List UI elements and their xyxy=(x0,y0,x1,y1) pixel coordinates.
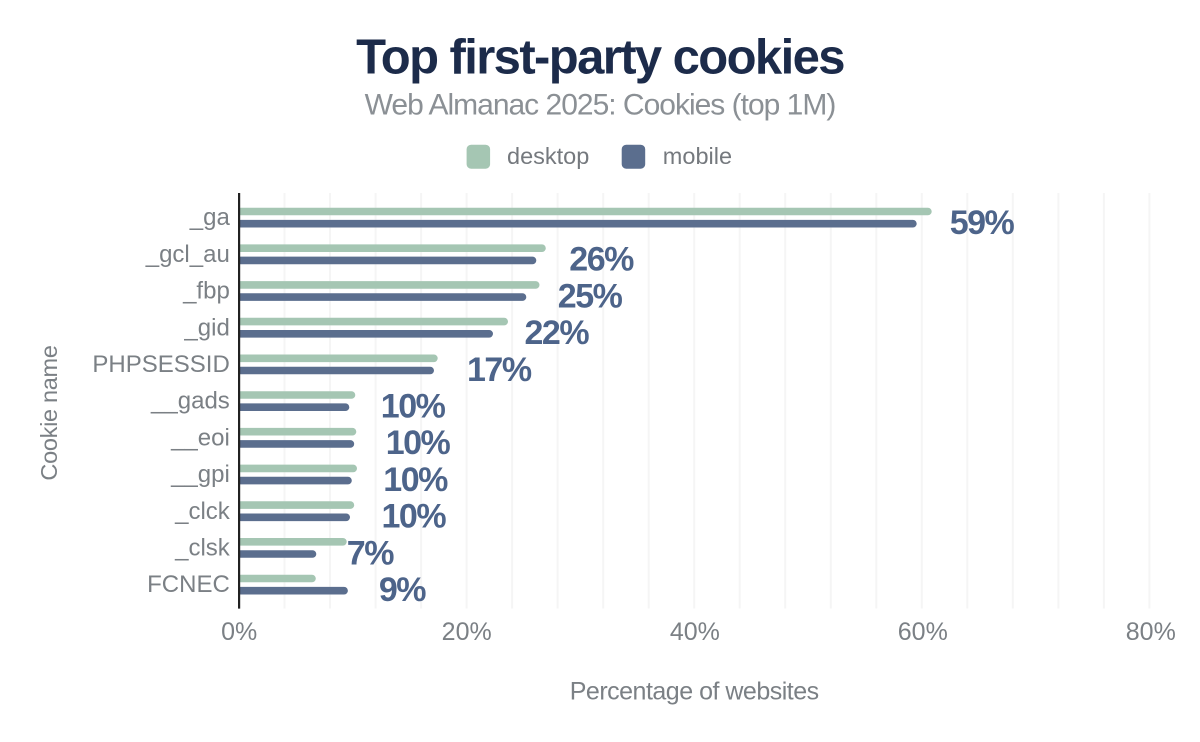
svg-text:10%: 10% xyxy=(381,388,446,426)
svg-text:__gpi: __gpi xyxy=(170,461,230,488)
svg-text:0%: 0% xyxy=(221,618,257,646)
svg-text:_clck: _clck xyxy=(174,498,231,525)
svg-text:Percentage of websites: Percentage of websites xyxy=(570,678,819,706)
svg-text:__eoi: __eoi xyxy=(170,424,230,451)
svg-text:40%: 40% xyxy=(670,618,720,646)
svg-text:25%: 25% xyxy=(558,277,623,315)
svg-text:80%: 80% xyxy=(1126,618,1176,646)
svg-text:10%: 10% xyxy=(383,461,448,499)
svg-text:desktop: desktop xyxy=(507,143,589,169)
svg-text:22%: 22% xyxy=(525,314,590,352)
svg-text:_clsk: _clsk xyxy=(174,535,231,562)
svg-text:Top first-party cookies: Top first-party cookies xyxy=(356,31,844,85)
svg-text:9%: 9% xyxy=(379,571,426,609)
svg-text:20%: 20% xyxy=(442,618,492,646)
svg-text:FCNEC: FCNEC xyxy=(147,571,230,598)
svg-text:PHPSESSID: PHPSESSID xyxy=(92,351,229,378)
svg-text:_gcl_au: _gcl_au xyxy=(145,241,230,268)
svg-text:_fbp: _fbp xyxy=(182,278,230,305)
svg-text:_gid: _gid xyxy=(183,314,229,341)
svg-text:10%: 10% xyxy=(386,424,451,462)
svg-text:10%: 10% xyxy=(382,498,447,536)
svg-text:__gads: __gads xyxy=(150,388,230,415)
svg-text:Web Almanac 2025: Cookies (top: Web Almanac 2025: Cookies (top 1M) xyxy=(365,88,836,121)
svg-text:_ga: _ga xyxy=(189,204,231,231)
svg-text:60%: 60% xyxy=(898,618,948,646)
svg-text:Cookie name: Cookie name xyxy=(36,345,62,480)
svg-text:17%: 17% xyxy=(467,351,532,389)
svg-text:26%: 26% xyxy=(569,241,634,279)
svg-text:mobile: mobile xyxy=(663,143,732,169)
svg-text:59%: 59% xyxy=(950,204,1015,242)
svg-text:7%: 7% xyxy=(347,534,394,572)
